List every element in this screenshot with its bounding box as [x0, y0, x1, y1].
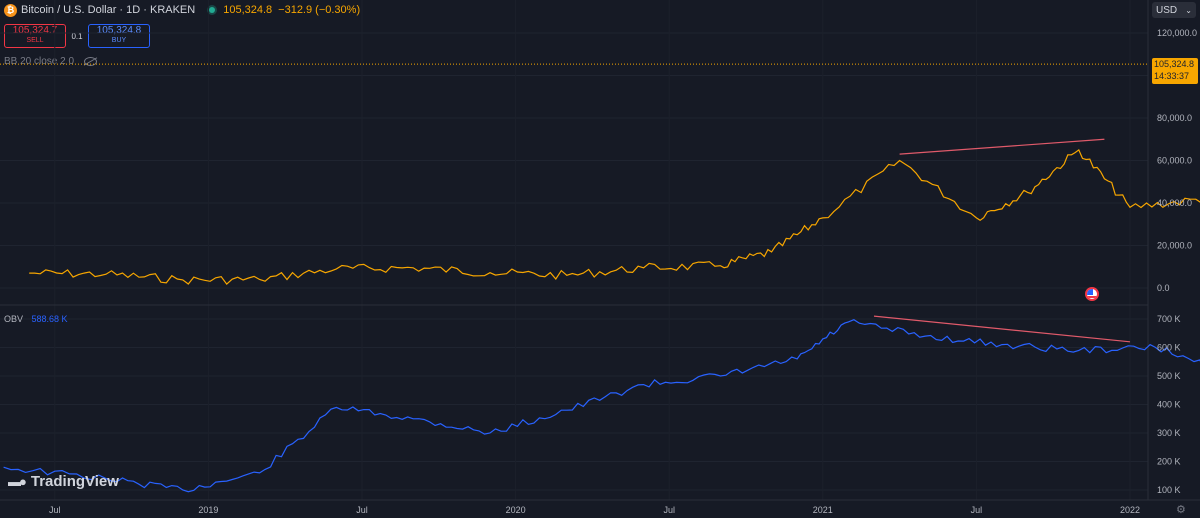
price-tick-label: 20,000.0 — [1157, 241, 1192, 251]
obv-tick-label: 300 K — [1157, 428, 1181, 438]
brand-name: TradingView — [30, 473, 119, 490]
obv-tick-label: 200 K — [1157, 457, 1181, 467]
time-tick-label: 2019 — [198, 505, 218, 515]
price-tag-value: 105,324.8 — [1154, 59, 1195, 69]
obv-name: OBV — [4, 314, 24, 324]
us-flag-icon[interactable] — [1085, 287, 1099, 301]
bitcoin-icon: ₿ — [4, 3, 17, 17]
price-tick-label: 40,000.0 — [1157, 198, 1192, 208]
last-price: 105,324.8 — [223, 4, 273, 16]
indicator-legend[interactable]: BB 20 close 2 0 — [4, 56, 98, 67]
market-open-indicator — [209, 7, 216, 13]
obv-axis: 100 K 200 K 300 K 400 K 500 K 600 K 700 K — [1157, 314, 1181, 495]
buy-label: BUY — [111, 37, 127, 44]
price-tag-countdown: 14:33:37 — [1154, 71, 1190, 81]
chevron-down-icon: ⌄ — [1185, 5, 1192, 15]
time-tick-label: Jul — [49, 505, 61, 515]
buy-button[interactable]: 105,324.8 BUY — [88, 24, 150, 48]
obv-legend[interactable]: OBV 588.68 K — [4, 314, 68, 324]
obv-trendline — [873, 315, 1131, 343]
obv-tick-label: 100 K — [1157, 485, 1181, 495]
price-tick-label: 80,000.0 — [1157, 113, 1192, 123]
time-tick-label: 2022 — [1120, 505, 1140, 515]
tradingview-mark-icon: ▬● — [8, 474, 27, 489]
time-tick-label: 2020 — [506, 505, 526, 515]
sell-label: SELL — [26, 37, 44, 44]
current-price-tag: 105,324.8 14:33:37 — [1152, 58, 1198, 84]
price-trendline — [899, 138, 1105, 155]
trade-panel: 105,324.7 SELL 0.1 105,324.8 BUY — [4, 24, 150, 48]
time-axis: Jul2019Jul2020Jul2021Jul2022Jul2023Jul20… — [0, 499, 1200, 515]
obv-pane — [3, 315, 1200, 493]
currency-selector[interactable]: USD ⌄ — [1152, 2, 1196, 18]
obv-tick-label: 500 K — [1157, 371, 1181, 381]
buy-price: 105,324.8 — [96, 25, 142, 36]
obv-tick-label: 700 K — [1157, 314, 1181, 324]
time-tick-label: 2021 — [813, 505, 833, 515]
sell-price: 105,324.7 — [12, 25, 58, 36]
obv-value: 588.68 K — [31, 314, 68, 324]
time-tick-label: Jul — [971, 505, 983, 515]
symbol-title[interactable]: Bitcoin / U.S. Dollar · 1D · KRAKEN — [21, 4, 196, 16]
obv-series-line — [3, 319, 1200, 493]
obv-tick-label: 400 K — [1157, 400, 1181, 410]
spread-value: 0.1 — [71, 31, 83, 41]
sell-button[interactable]: 105,324.7 SELL — [4, 24, 66, 48]
grid-lines — [0, 32, 1148, 491]
obv-tick-label: 600 K — [1157, 343, 1181, 353]
bollinger-label: BB 20 close 2 0 — [4, 56, 75, 67]
price-tick-label: 60,000.0 — [1157, 156, 1192, 166]
gear-icon[interactable]: ⚙ — [1176, 504, 1186, 516]
price-change: −312.9 (−0.30%) — [278, 4, 361, 16]
hidden-eye-icon[interactable] — [84, 57, 98, 66]
price-series-line — [29, 148, 1200, 285]
tradingview-logo: ▬● TradingView — [8, 473, 119, 490]
time-tick-label: Jul — [663, 505, 675, 515]
price-pane — [0, 63, 1200, 285]
chart-header: ₿ Bitcoin / U.S. Dollar · 1D · KRAKEN 10… — [0, 0, 1148, 20]
price-tick-label: 120,000.0 — [1157, 28, 1197, 38]
time-tick-label: Jul — [356, 505, 368, 515]
price-tick-label: 0.0 — [1157, 283, 1170, 293]
currency-label: USD — [1156, 4, 1178, 16]
